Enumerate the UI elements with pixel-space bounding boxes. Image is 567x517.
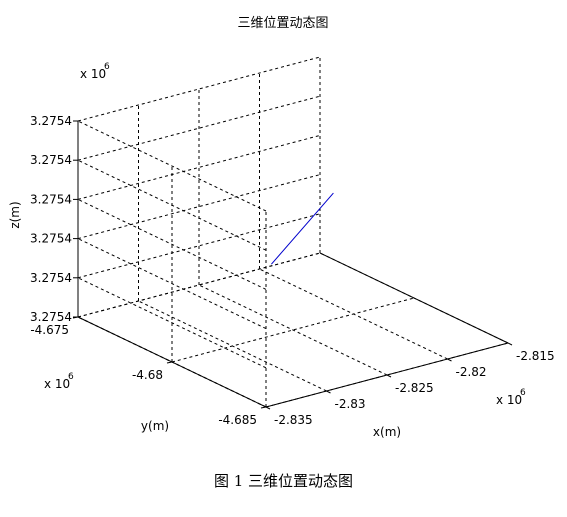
side-grid-z-1	[77, 277, 267, 369]
side-grid-z-3	[77, 198, 267, 290]
z-multiplier: x 10	[80, 67, 106, 81]
y-tick-label-1: -4.68	[132, 368, 163, 382]
x-tick-4	[507, 342, 513, 346]
x-tick-3	[447, 358, 452, 362]
grid-lines	[77, 56, 509, 408]
z-tick-label-2: 3.2754	[30, 232, 72, 246]
floor-right-edge	[319, 252, 509, 344]
y-tick-label-0: -4.685	[218, 413, 257, 427]
plot-3d: 三维位置动态图 -2.835 -2.83 -2.825 -2.82 -2.815 -4.6…	[8, 16, 555, 439]
y-multiplier: x 10	[44, 377, 70, 391]
y-multiplier-exponent: 6	[68, 372, 74, 382]
z-tick-label-1: 3.2754	[30, 271, 72, 285]
x-tick-label-3: -2.82	[456, 365, 487, 379]
side-grid-z-2	[77, 238, 267, 330]
z-axis-label: z(m)	[8, 201, 22, 228]
x-multiplier: x 10	[496, 393, 522, 407]
trajectory-line-0	[271, 192, 334, 265]
axes	[72, 120, 513, 410]
x-tick-label-4: -2.815	[516, 349, 555, 363]
z-tick-label-4: 3.2754	[30, 153, 72, 167]
x-tick-1	[326, 390, 331, 394]
y-axis-label: y(m)	[141, 419, 169, 433]
back-grid-z-5	[77, 56, 321, 122]
x-axis-label: x(m)	[373, 425, 401, 439]
x-tick-0	[265, 406, 271, 410]
y-tick-label-2: -4.675	[30, 323, 69, 337]
figure-caption: 图 1 三维位置动态图	[213, 472, 354, 490]
z-tick-label-5: 3.2754	[30, 114, 72, 128]
x-multiplier-exponent: 6	[520, 388, 526, 398]
tick-labels: -2.835 -2.83 -2.825 -2.82 -2.815 -4.685 -4.68 -…	[30, 114, 555, 427]
x-tick-label-1: -2.83	[335, 397, 366, 411]
chart-title: 三维位置动态图	[237, 16, 328, 31]
side-grid-z-4	[77, 159, 267, 251]
data-layer	[271, 192, 334, 265]
y-tick-1	[166, 361, 173, 364]
z-tick-label-3: 3.2754	[30, 192, 72, 206]
x-tick-label-2: -2.825	[395, 381, 434, 395]
z-multiplier-exponent: 6	[104, 62, 110, 72]
side-grid-z-5	[77, 120, 267, 212]
z-tick-label-0: 3.2754	[30, 310, 72, 324]
y-tick-0	[260, 406, 267, 409]
x-tick-2	[386, 374, 392, 378]
x-tick-label-0: -2.835	[274, 413, 313, 427]
floor-grid-x-2	[198, 284, 388, 376]
